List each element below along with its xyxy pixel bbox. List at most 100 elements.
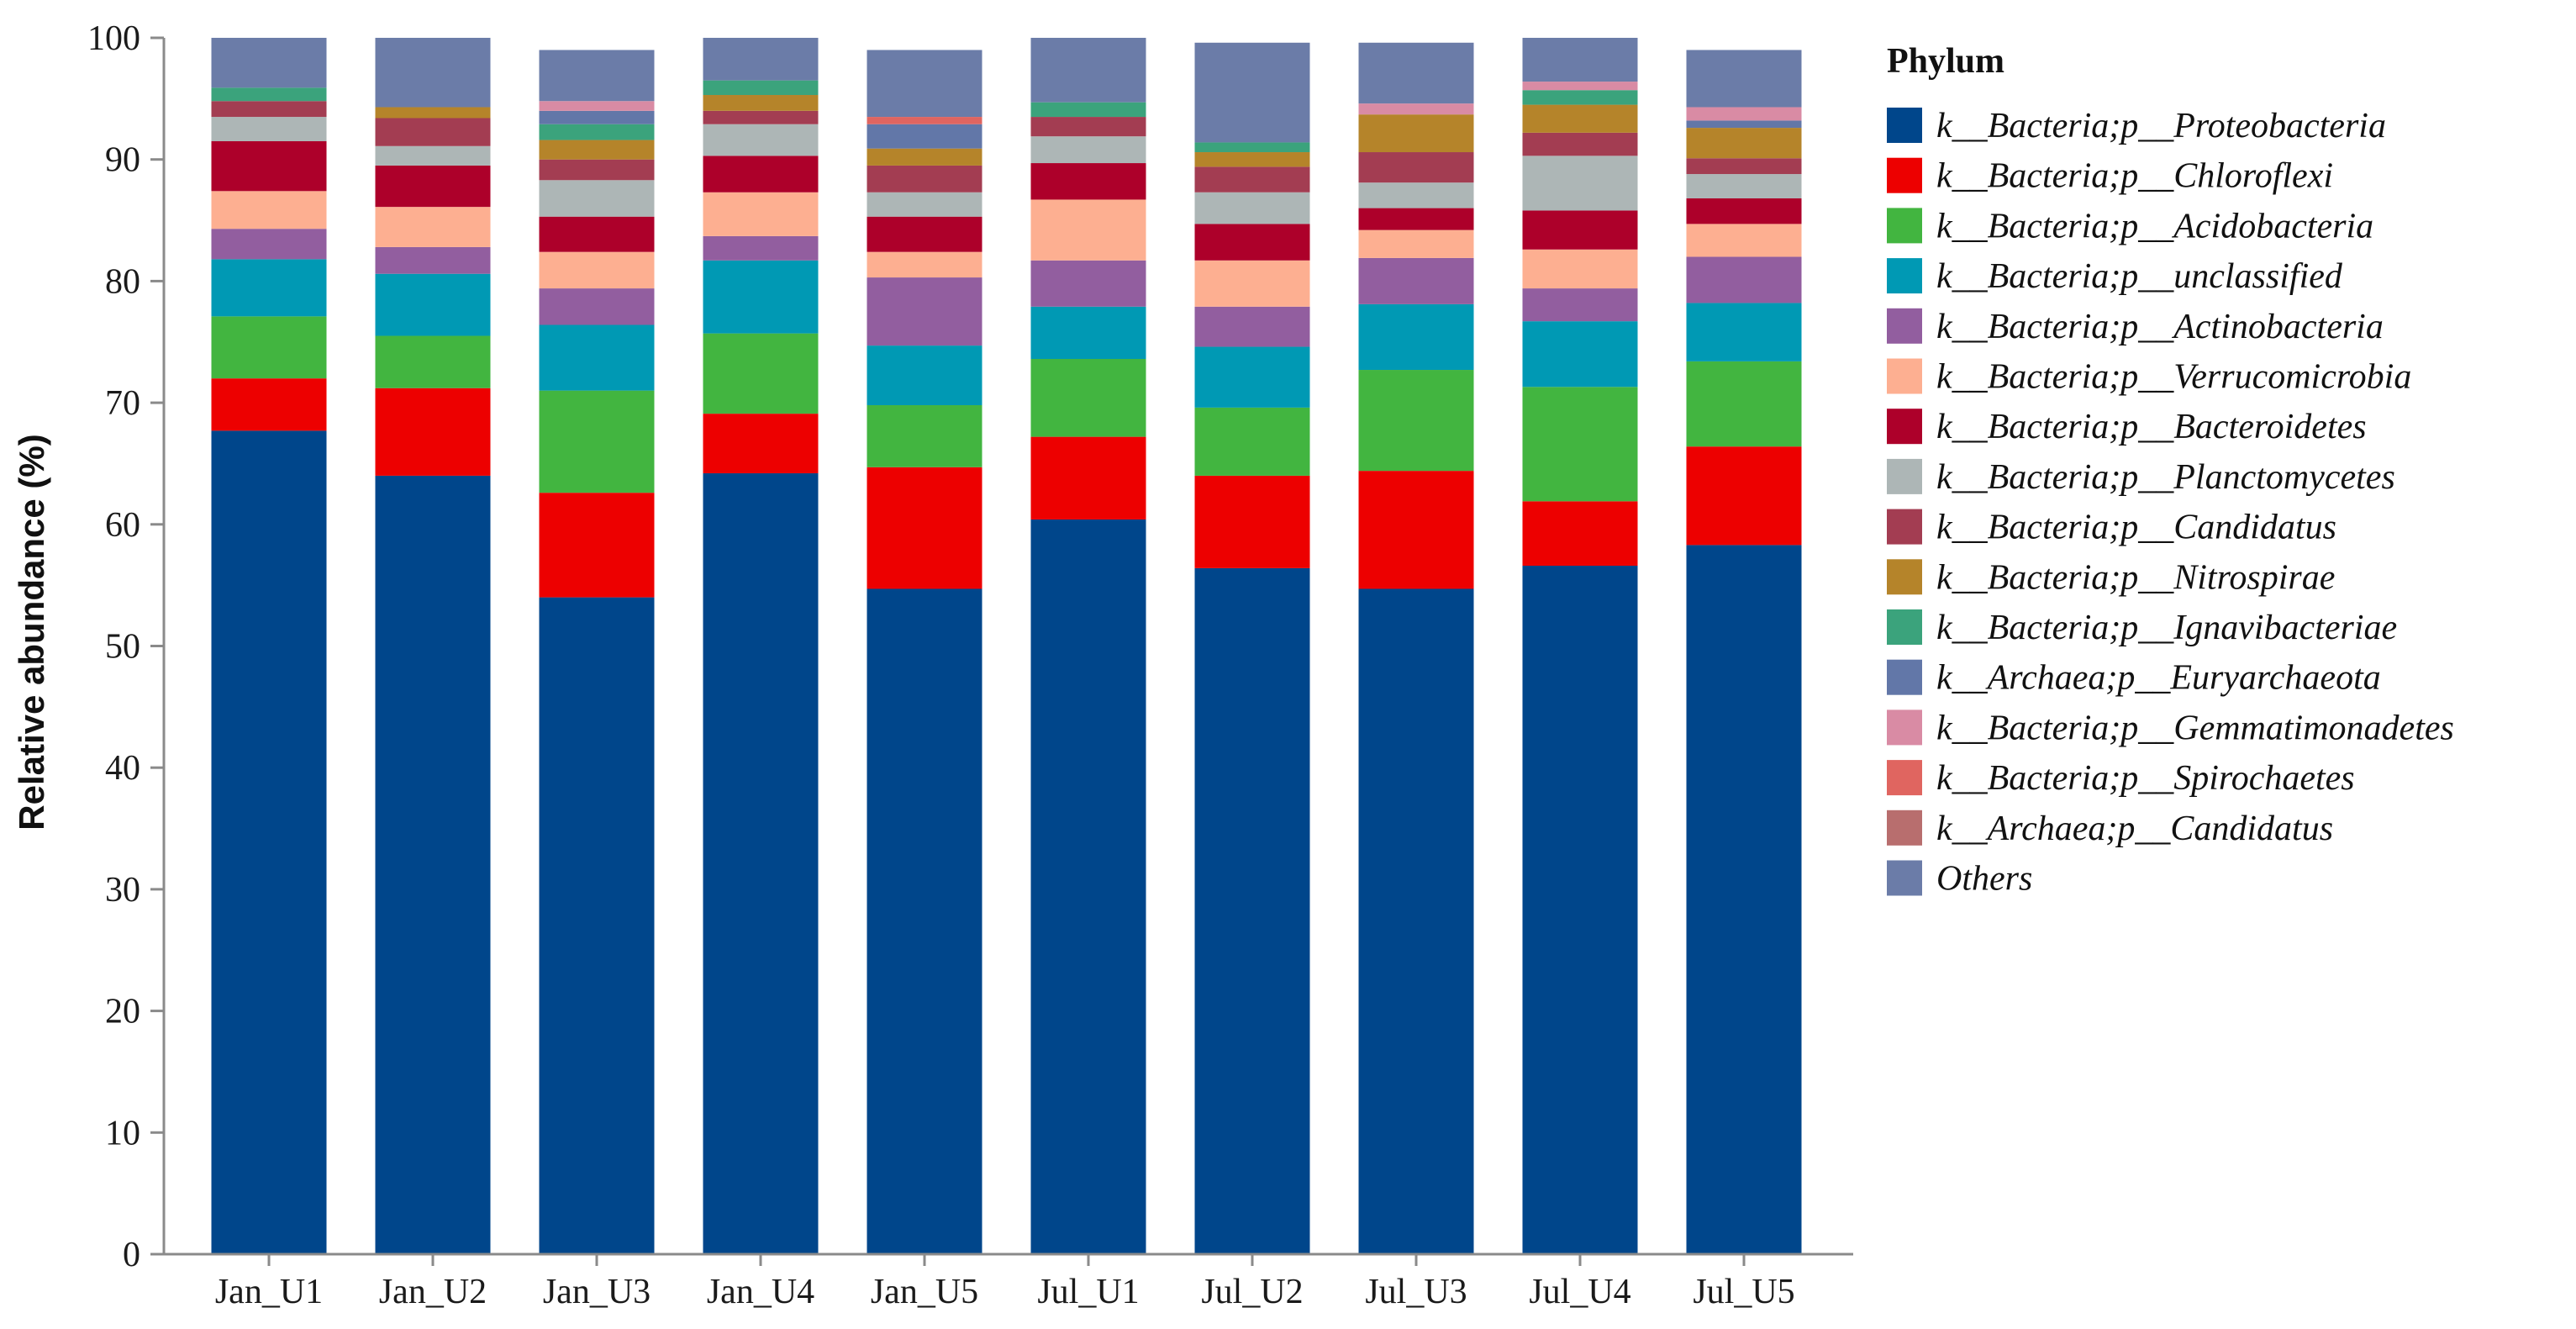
- x-tick-label: Jan_U2: [379, 1273, 487, 1311]
- bar-segment: [1522, 90, 1638, 105]
- bar-segment: [703, 333, 819, 414]
- bar-segment: [539, 597, 655, 1254]
- bar-segment: [539, 288, 655, 325]
- y-tick-label: 70: [105, 384, 140, 423]
- bar-stack-Jul_U3: [1358, 42, 1474, 1254]
- legend-swatch: [1887, 709, 1922, 746]
- bar-segment: [375, 273, 491, 336]
- bar-segment: [1030, 199, 1146, 261]
- bar-segment: [1686, 361, 1802, 447]
- y-tick-label: 40: [105, 749, 140, 788]
- bar-segment: [1194, 192, 1310, 224]
- bar-segment: [1358, 208, 1474, 230]
- bar-stack-Jan_U5: [867, 50, 982, 1254]
- bar-segment: [539, 140, 655, 160]
- bar-segment: [1686, 128, 1802, 159]
- legend: Phylum k__Bacteria;p__Proteobacteriak__B…: [1887, 42, 2454, 899]
- bar-segment: [1522, 321, 1638, 388]
- bar-segment: [1522, 132, 1638, 156]
- legend-label: k__Archaea;p__Euryarchaeota: [1936, 659, 2381, 698]
- legend-label: Others: [1936, 860, 2032, 899]
- bar-segment: [1358, 471, 1474, 589]
- y-tick-label: 80: [105, 262, 140, 301]
- legend-label: k__Bacteria;p__Actinobacteria: [1936, 308, 2384, 346]
- bar-segment: [211, 117, 327, 141]
- bar-stack-Jul_U5: [1686, 50, 1802, 1254]
- bar-segment: [703, 95, 819, 111]
- bar-segment: [867, 216, 982, 252]
- bar-segment: [1030, 136, 1146, 164]
- legend-item: k__Bacteria;p__Acidobacteria: [1887, 207, 2373, 245]
- legend-swatch: [1887, 609, 1922, 645]
- legend-item: k__Bacteria;p__Candidatus: [1887, 509, 2336, 547]
- bar-segment: [1194, 407, 1310, 476]
- bar-segment: [703, 192, 819, 236]
- x-ticks: Jan_U1 Jan_U2 Jan_U3 Jan_U4 Jan_U5 Jul_U1 Jul_…: [215, 1254, 1795, 1311]
- x-tick-label: Jan_U1: [215, 1273, 323, 1311]
- legend-swatch: [1887, 409, 1922, 445]
- bar-segment: [375, 335, 491, 388]
- bar-segment: [1522, 104, 1638, 133]
- bar-segment: [211, 229, 327, 260]
- bar-segment: [867, 404, 982, 467]
- bar-segment: [1686, 446, 1802, 546]
- bar-segment: [375, 165, 491, 208]
- bar-segment: [1522, 156, 1638, 211]
- bar-segment: [1358, 303, 1474, 371]
- bar-segment: [867, 50, 982, 118]
- legend-title: Phylum: [1887, 42, 2004, 81]
- bar-segment: [867, 588, 982, 1254]
- bar-segment: [703, 156, 819, 192]
- bar-segment: [1358, 114, 1474, 153]
- bar-segment: [1522, 565, 1638, 1254]
- bar-segment: [1522, 249, 1638, 289]
- bar-segment: [703, 235, 819, 261]
- bar-segment: [1686, 256, 1802, 303]
- y-tick-label: 90: [105, 141, 140, 180]
- y-tick-label: 0: [123, 1236, 140, 1274]
- bar-segment: [703, 473, 819, 1254]
- bar-segment: [1686, 120, 1802, 129]
- bar-segment: [1686, 107, 1802, 121]
- bar-segment: [703, 110, 819, 124]
- legend-swatch: [1887, 509, 1922, 545]
- bar-segment: [539, 110, 655, 124]
- legend-label: k__Bacteria;p__Spirochaetes: [1936, 759, 2355, 798]
- x-tick-label: Jul_U4: [1529, 1273, 1630, 1311]
- bar-segment: [539, 251, 655, 289]
- legend-swatch: [1887, 458, 1922, 494]
- bar-segment: [211, 316, 327, 379]
- bar-segment: [211, 87, 327, 102]
- legend-label: k__Bacteria;p__Acidobacteria: [1936, 207, 2373, 245]
- bar-segment: [1522, 288, 1638, 322]
- legend-item: k__Bacteria;p__Actinobacteria: [1887, 308, 2384, 346]
- bar-stack-Jan_U2: [375, 38, 491, 1254]
- y-tick-label: 50: [105, 628, 140, 667]
- bar-segment: [703, 80, 819, 96]
- y-tick-label: 100: [87, 19, 140, 58]
- legend-swatch: [1887, 308, 1922, 344]
- bar-segment: [539, 390, 655, 493]
- legend-item: k__Bacteria;p__Bacteroidetes: [1887, 408, 2367, 446]
- bar-segment: [375, 118, 491, 146]
- legend-label: k__Bacteria;p__Bacteroidetes: [1936, 408, 2367, 446]
- legend-label: k__Bacteria;p__Candidatus: [1936, 509, 2336, 547]
- legend-label: k__Bacteria;p__unclassified: [1936, 257, 2343, 296]
- bar-segment: [867, 251, 982, 278]
- bar-segment: [211, 101, 327, 118]
- bar-segment: [1686, 198, 1802, 224]
- legend-swatch: [1887, 810, 1922, 846]
- bar-segment: [1358, 152, 1474, 183]
- bar-segment: [867, 467, 982, 589]
- legend-item: k__Bacteria;p__unclassified: [1887, 257, 2343, 296]
- legend-label: k__Bacteria;p__Nitrospirae: [1936, 558, 2335, 597]
- legend-label: k__Archaea;p__Candidatus: [1936, 810, 2333, 848]
- legend-label: k__Bacteria;p__Gemmatimonadetes: [1936, 709, 2454, 747]
- bar-segment: [1358, 588, 1474, 1254]
- bar-stack-Jan_U4: [703, 38, 819, 1254]
- bar-segment: [1358, 229, 1474, 258]
- bar-segment: [1686, 303, 1802, 361]
- bar-segment: [1522, 210, 1638, 250]
- bar-segment: [703, 124, 819, 156]
